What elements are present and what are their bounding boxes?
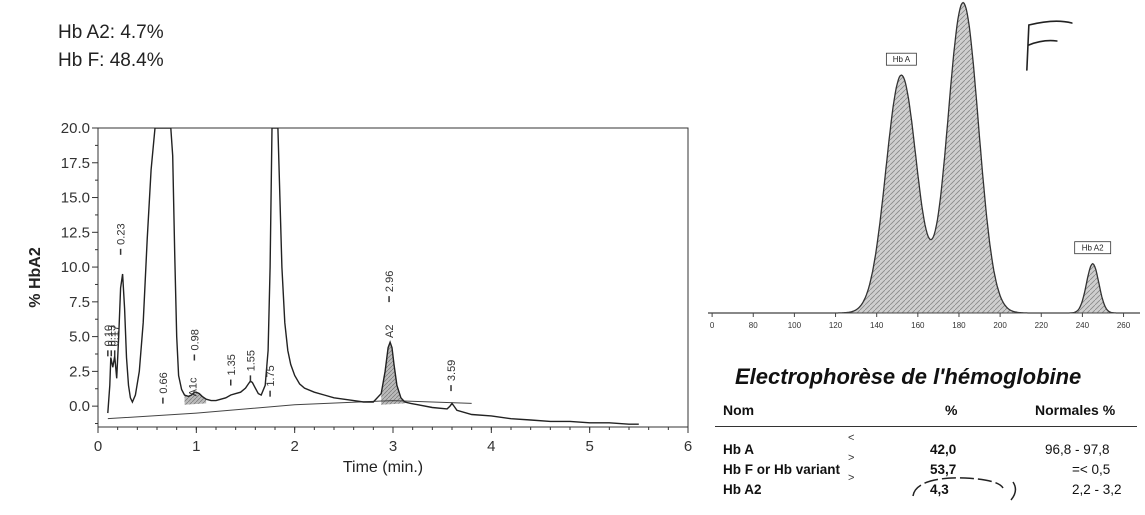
row-name-hba: Hb A [723,442,754,457]
peak-tag-box-1 [1074,241,1112,255]
x-tick-label-3: 3 [389,438,397,455]
y-tick-label-2: 5.0 [69,329,90,346]
peak-label-0: 0.10 [103,325,115,346]
peak-label-7: 1.55 [245,350,257,371]
hplc-chromatogram: 0.0 2.5 5.0 7.5 10.0 12.5 15.0 17.5 20.0 0 1 2 3 4 5 6 T… [27,120,692,476]
peak-label-3: 0.23 [116,223,128,244]
peak-label-8: 1.75 [265,365,277,386]
named-peak-label-0: A1c [187,377,199,396]
table-divider [715,426,1137,427]
peak-label-6: 1.35 [226,354,238,375]
column-header-normals: Normales % [1035,402,1116,418]
peak-tag-box-0 [885,52,917,66]
peak-tag-0: Hb A [893,55,911,64]
hand-drawn-circle [912,477,1017,501]
y-tick-label-7: 17.5 [61,155,90,172]
peak-label-5: 0.98 [189,329,201,350]
x-tick-label-4: 4 [487,438,495,455]
y-axis-label: % HbA2 [27,247,44,308]
flag-mark-hbf: > [848,452,855,464]
e-tick-label-7: 200 [993,321,1007,330]
flag-mark-hba: < [848,432,855,444]
row-pct-hbf: 53,7 [930,462,957,477]
y-tick-label-8: 20.0 [61,120,90,137]
row-pct-hba2: 4,3 [930,482,949,497]
e-tick-label-4: 140 [870,321,884,330]
y-tick-label-6: 15.0 [61,190,90,207]
flag-mark-hba2: > [848,472,855,484]
e-tick-label-2: 100 [788,321,802,330]
e-tick-label-9: 240 [1076,321,1090,330]
column-header-percent: % [945,402,958,418]
report-title: Electrophorèse de l'hémoglobine [735,364,1082,389]
y-tick-label-5: 12.5 [61,224,90,241]
named-peak-label-1: A2 [384,325,396,338]
peak-tag-1: Hb A2 [1082,244,1104,253]
x-tick-label-2: 2 [290,438,298,455]
y-tick-label-1: 2.5 [69,363,90,380]
x-axis-label: Time (min.) [343,459,423,476]
row-pct-hba: 42,0 [930,442,957,457]
peak-label-1: 0.17 [110,325,122,346]
e-tick-label-0: 0 [710,321,715,330]
peak-label-10: 3.59 [446,360,458,381]
hba2-result: Hb A2: 4.7% [58,22,164,43]
e-tick-label-8: 220 [1035,321,1049,330]
e-tick-label-3: 120 [829,321,843,330]
column-header-name: Nom [723,402,755,418]
x-tick-label-5: 5 [585,438,593,455]
e-tick-label-1: 80 [749,321,758,330]
x-tick-label-6: 6 [684,438,692,455]
y-tick-label-0: 0.0 [69,398,90,415]
chromatogram-trace [107,128,639,425]
electrophoresis-trace: 0 80 100 120 140 160 180 200 220 240 260 Hb A Hb A2 F [708,1,1140,330]
hbf-result: Hb F: 48.4% [58,50,164,71]
row-normal-hbf: =< 0,5 [1072,462,1111,477]
e-tick-label-10: 260 [1117,321,1131,330]
peak-label-9: 2.96 [384,271,396,292]
peak-label-4: 0.66 [158,372,170,393]
y-tick-label-3: 7.5 [69,294,90,311]
electrophoresis-fill [708,2,1140,313]
handwritten-f-mark [1026,20,1073,71]
row-name-hbf: Hb F or Hb variant [723,462,841,477]
y-tick-label-4: 10.0 [61,259,90,276]
x-tick-label-0: 0 [94,438,102,455]
handwritten-letter: F [1027,24,1028,26]
row-normal-hba: 96,8 - 97,8 [1045,442,1110,457]
baseline-trace [107,400,472,420]
e-tick-label-5: 160 [911,321,925,330]
row-normal-hba2: 2,2 - 3,2 [1072,482,1122,497]
peak-label-2: 0.13 [106,325,118,346]
e-tick-label-6: 180 [952,321,966,330]
x-tick-label-1: 1 [192,438,200,455]
row-name-hba2: Hb A2 [723,482,762,497]
